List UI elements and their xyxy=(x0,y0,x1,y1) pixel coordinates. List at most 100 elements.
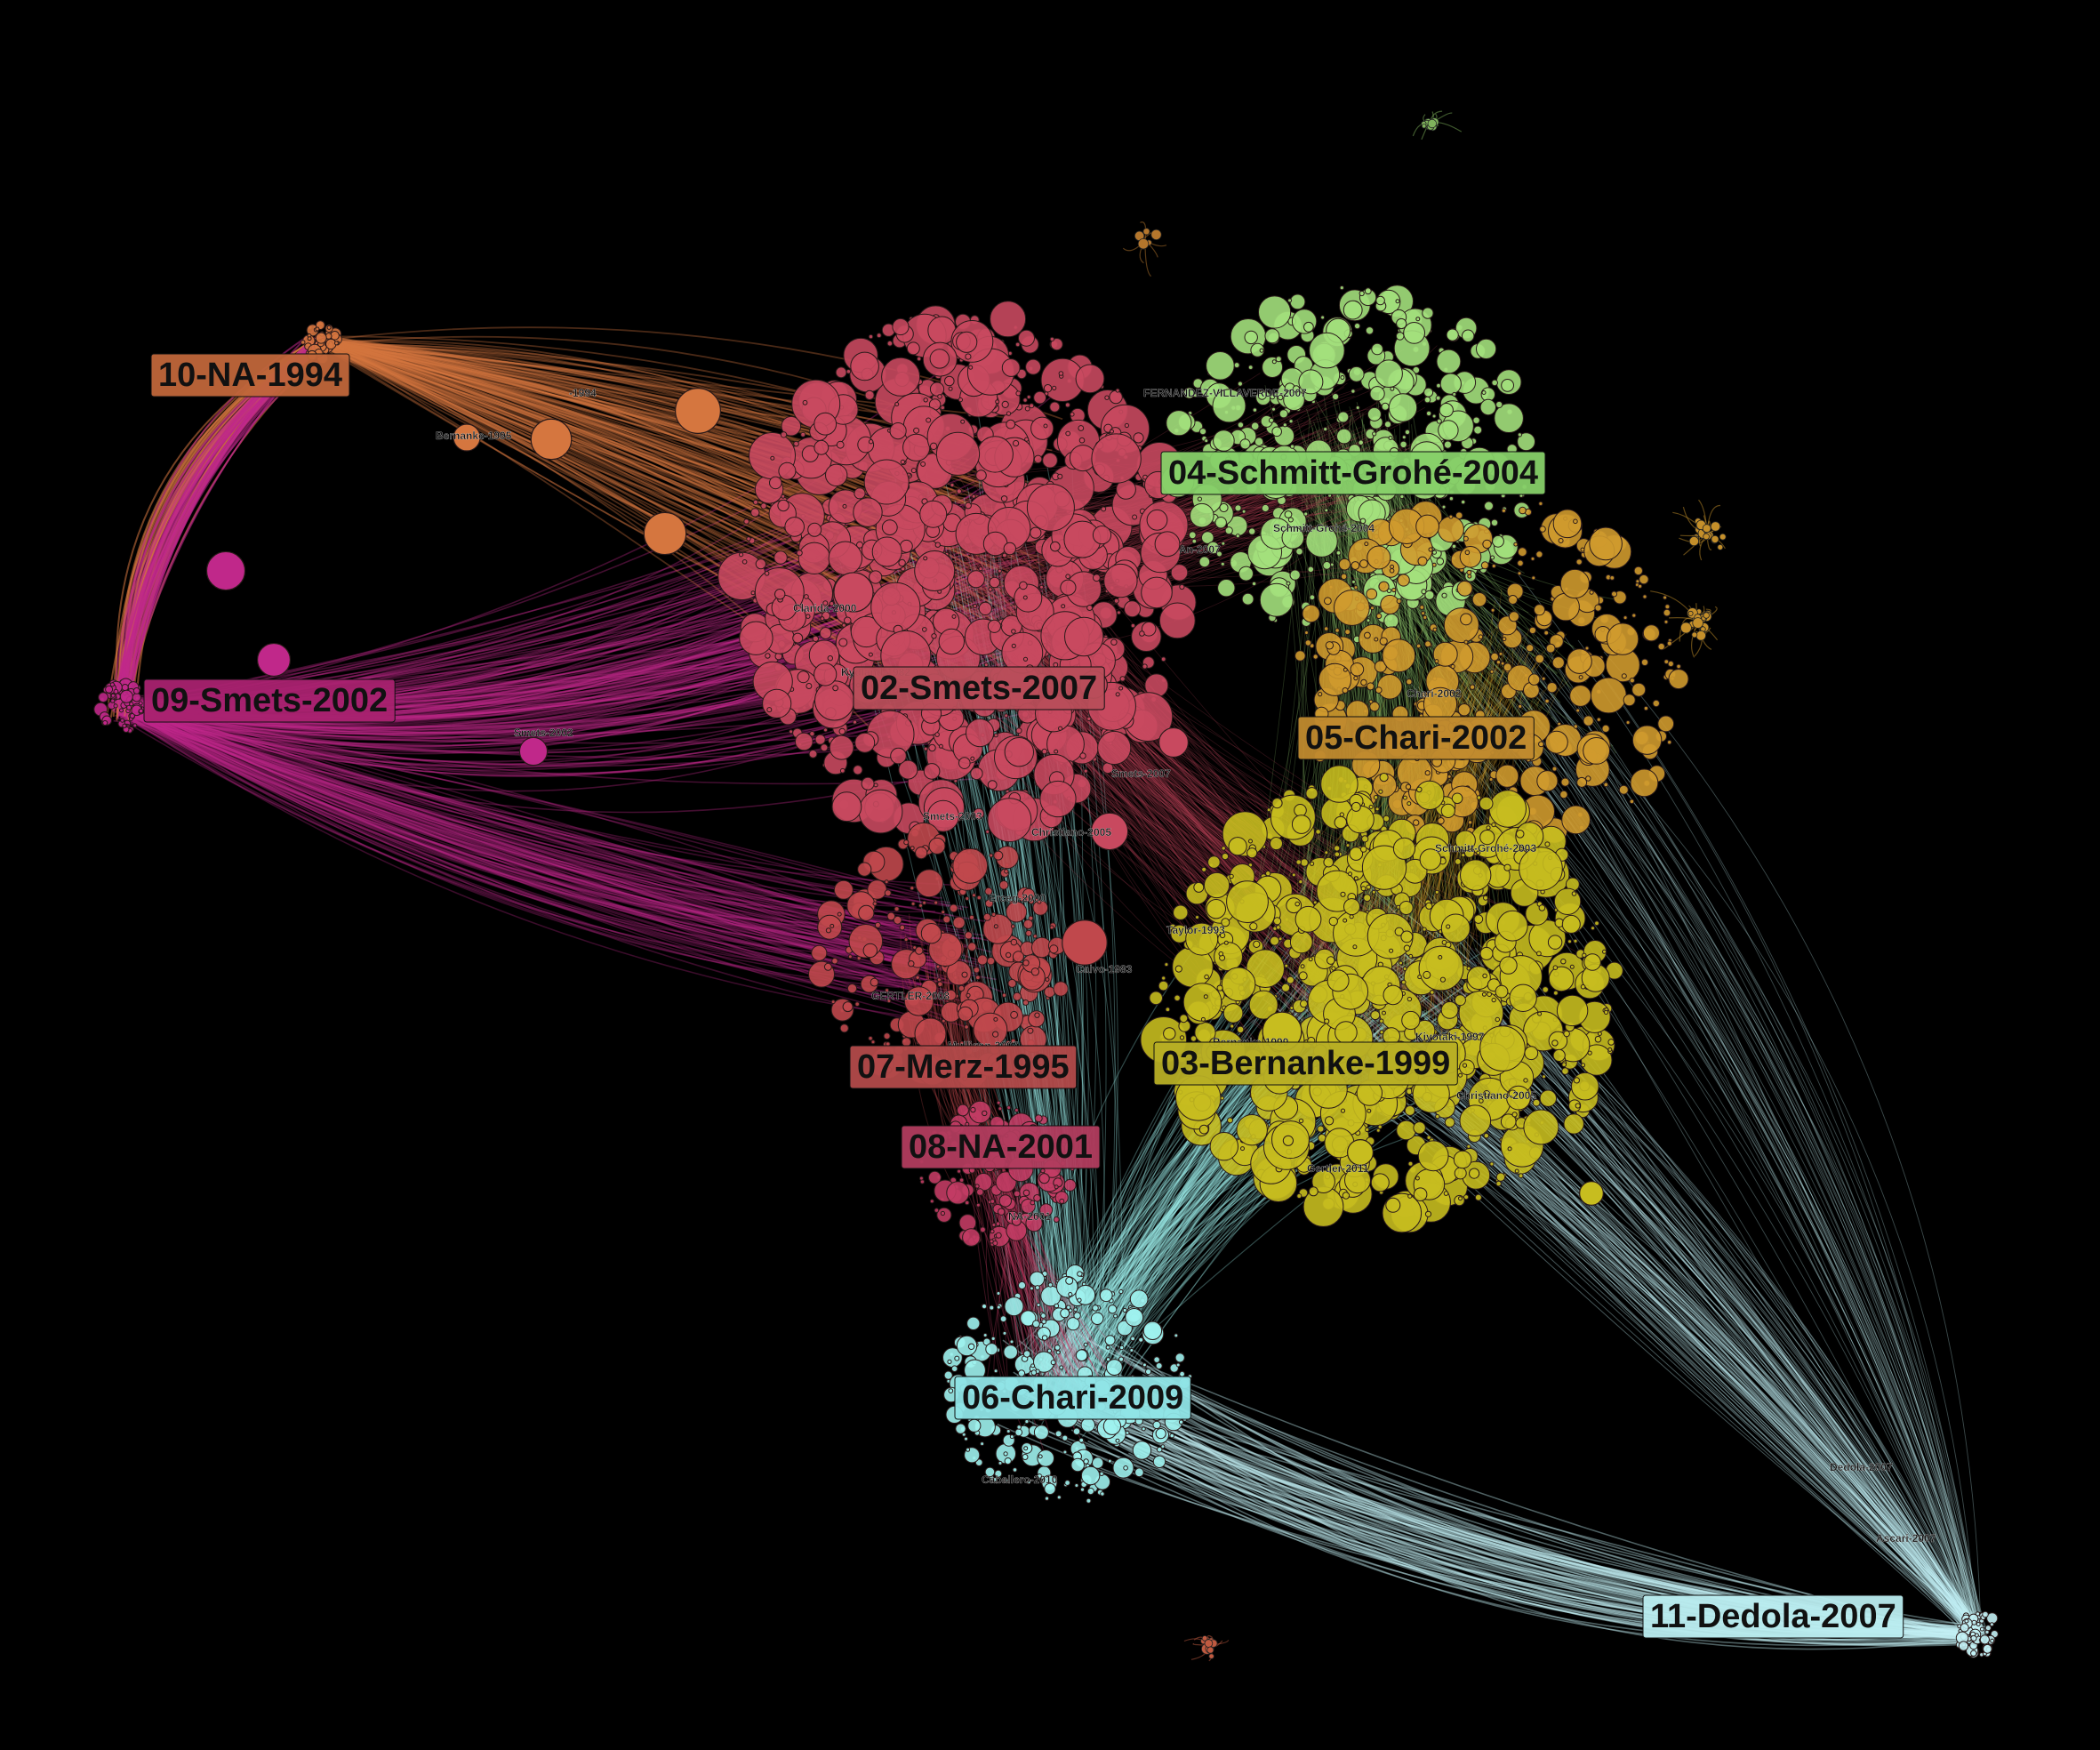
publication-node xyxy=(829,735,854,760)
publication-node xyxy=(987,780,998,790)
publication-node xyxy=(1618,784,1629,795)
publication-node xyxy=(1629,799,1635,805)
citation-edge xyxy=(1510,1136,1976,1634)
publication-node xyxy=(1286,975,1294,984)
publication-node xyxy=(1404,429,1411,436)
publication-node xyxy=(1479,398,1497,416)
citation-edge xyxy=(887,478,1378,550)
publication-node xyxy=(1441,504,1447,510)
publication-node xyxy=(1399,901,1414,915)
publication-node xyxy=(835,366,847,379)
publication-node xyxy=(868,333,874,340)
publication-node xyxy=(1639,574,1649,585)
citation-edge xyxy=(1511,646,1978,1635)
publication-node xyxy=(1530,556,1535,561)
publication-node xyxy=(1351,389,1356,394)
publication-node xyxy=(1517,559,1524,567)
citation-edge xyxy=(977,1163,1086,1367)
publication-node xyxy=(1539,1089,1558,1107)
publication-node xyxy=(1179,1035,1185,1040)
publication-node xyxy=(1495,660,1502,665)
citation-edge xyxy=(1077,1090,1367,1402)
publication-node xyxy=(1535,654,1545,664)
publication-node xyxy=(1049,336,1055,342)
publication-node xyxy=(769,476,782,490)
citation-edge xyxy=(1060,1058,1286,1396)
publication-node xyxy=(1657,715,1675,733)
publication-node xyxy=(778,462,797,480)
citation-edge xyxy=(317,336,918,685)
publication-node xyxy=(1396,598,1402,604)
publication-node xyxy=(968,365,974,370)
publication-node xyxy=(973,604,978,608)
publication-node xyxy=(863,459,910,505)
citation-edge xyxy=(118,712,888,1003)
publication-node xyxy=(1488,777,1494,782)
publication-node xyxy=(1340,573,1348,580)
citation-edge xyxy=(120,713,964,1009)
publication-node xyxy=(1271,406,1276,412)
publication-node xyxy=(1421,611,1426,616)
publication-node xyxy=(1289,930,1313,954)
publication-node xyxy=(1500,661,1505,666)
publication-node xyxy=(1668,669,1689,690)
publication-node xyxy=(1287,298,1293,303)
publication-node xyxy=(1456,580,1473,597)
publication-node xyxy=(739,552,744,558)
publication-node xyxy=(1551,656,1565,670)
citation-edge xyxy=(1502,775,1970,1627)
publication-node xyxy=(970,756,975,761)
citation-edge xyxy=(1054,1352,1974,1645)
publication-node xyxy=(1476,338,1497,359)
publication-node xyxy=(1271,426,1282,438)
publication-node xyxy=(1378,789,1383,794)
publication-node xyxy=(1033,454,1043,464)
citation-edge xyxy=(128,704,926,989)
publication-node xyxy=(1479,796,1494,811)
publication-node xyxy=(1348,365,1365,382)
publication-node xyxy=(1234,504,1242,512)
publication-node xyxy=(1252,407,1258,413)
publication-node xyxy=(1466,966,1491,991)
publication-node xyxy=(1298,1118,1304,1124)
publication-node xyxy=(1359,290,1365,297)
citation-edge xyxy=(953,999,993,1197)
publication-node xyxy=(871,536,902,567)
publication-node xyxy=(1480,561,1489,570)
publication-node xyxy=(1350,662,1365,677)
publication-node xyxy=(1534,604,1545,616)
publication-node xyxy=(1307,566,1315,574)
publication-node xyxy=(793,440,799,447)
publication-node xyxy=(1575,708,1581,713)
publication-node xyxy=(1058,371,1064,376)
publication-node xyxy=(997,568,1002,574)
publication-node xyxy=(1538,501,1543,507)
publication-node xyxy=(1006,419,1016,429)
publication-node xyxy=(828,541,862,575)
citation-edge xyxy=(119,695,975,753)
publication-node xyxy=(1365,1127,1370,1133)
citation-edge xyxy=(123,708,1025,785)
citation-edge xyxy=(117,710,906,995)
publication-node xyxy=(814,412,838,436)
publication-node xyxy=(1353,585,1359,590)
citation-edge xyxy=(1367,881,1978,1637)
citation-edge xyxy=(1511,702,1979,1634)
publication-node xyxy=(1025,358,1042,375)
citation-edge xyxy=(124,705,917,908)
publication-node xyxy=(1190,502,1214,528)
publication-node xyxy=(1132,514,1138,520)
publication-node xyxy=(1458,1196,1463,1201)
publication-node xyxy=(781,415,802,437)
publication-node xyxy=(1576,776,1588,788)
publication-node xyxy=(938,628,966,655)
citation-edge xyxy=(121,702,884,965)
publication-node xyxy=(922,627,927,632)
citation-edge xyxy=(114,705,896,982)
publication-node xyxy=(1360,678,1367,686)
publication-node xyxy=(1390,386,1395,391)
publication-node xyxy=(1443,607,1479,644)
publication-node xyxy=(1418,945,1464,991)
publication-node xyxy=(1183,387,1196,399)
citation-edge xyxy=(123,701,931,937)
